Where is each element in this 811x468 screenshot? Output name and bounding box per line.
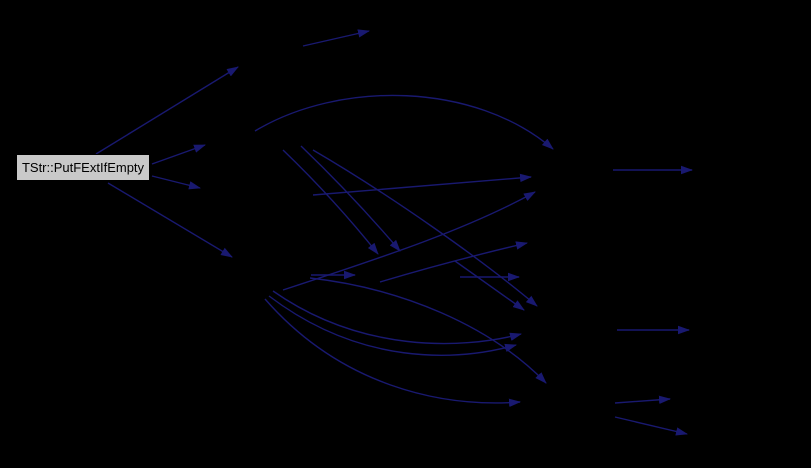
call-edge <box>379 241 528 283</box>
call-edge <box>312 173 532 196</box>
call-edge <box>107 182 233 258</box>
call-edge <box>454 260 525 311</box>
call-edge <box>268 295 517 356</box>
call-edge <box>151 175 201 190</box>
call-edge <box>151 144 206 165</box>
call-edge <box>254 94 554 150</box>
call-edge <box>302 29 370 47</box>
edge-layer <box>95 29 693 436</box>
root-node: TStr::PutFExtIfEmpty <box>16 154 150 181</box>
call-edge <box>95 66 239 155</box>
call-edge <box>272 290 522 345</box>
root-node-label: TStr::PutFExtIfEmpty <box>21 160 145 175</box>
call-edge <box>614 416 688 436</box>
call-edge <box>309 277 547 384</box>
call-edge <box>300 145 401 252</box>
call-edge <box>614 395 671 404</box>
call-edge <box>312 149 538 307</box>
call-edge <box>264 298 521 408</box>
call-edge <box>282 149 379 255</box>
call-edge <box>282 191 536 291</box>
